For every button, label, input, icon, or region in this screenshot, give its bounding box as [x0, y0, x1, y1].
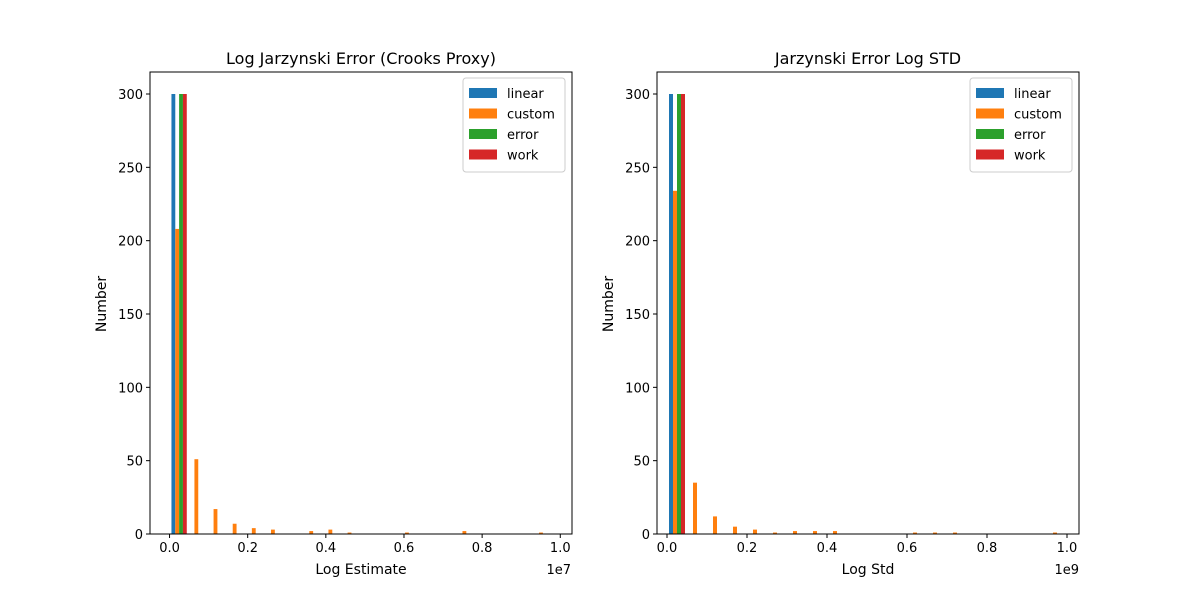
x-tick-label: 0.0: [657, 541, 678, 556]
legend-swatch-custom: [469, 108, 497, 119]
x-tick-label: 0.2: [737, 541, 758, 556]
x-tick-label: 0.8: [977, 541, 998, 556]
legend-label-linear: linear: [507, 87, 544, 102]
bar-custom: [405, 532, 409, 534]
y-tick-label: 50: [126, 455, 143, 470]
x-tick-label: 0.2: [237, 541, 258, 556]
bar-custom: [232, 523, 237, 534]
bar-custom: [194, 459, 199, 534]
bar-error: [179, 94, 183, 534]
plot-frame: [656, 71, 1080, 535]
x-tick-label: 0.6: [897, 541, 918, 556]
bar-custom: [673, 190, 677, 535]
x-tick-label: 1.0: [1057, 541, 1078, 556]
bar-custom: [462, 531, 467, 534]
bar-linear: [171, 94, 176, 534]
legend-swatch-linear: [469, 88, 497, 98]
legend-label-custom: custom: [1014, 108, 1062, 123]
y-tick-label: 300: [625, 88, 650, 103]
y-tick-label: 50: [633, 455, 650, 470]
legend: linear custom error work: [969, 77, 1073, 173]
bar-custom: [753, 529, 757, 534]
bar-custom: [773, 532, 777, 534]
bar-custom: [309, 531, 314, 534]
legend-box: [462, 77, 566, 173]
legend-label-work: work: [507, 149, 539, 164]
y-tick-label: 100: [625, 381, 650, 396]
x-tick-label: 0.4: [817, 541, 838, 556]
legend-label-linear: linear: [1014, 87, 1051, 102]
bar-work: [182, 94, 187, 534]
bar-custom: [539, 532, 543, 534]
y-tick-label: 300: [118, 88, 143, 103]
bar-custom: [813, 531, 817, 534]
legend-label-error: error: [1014, 128, 1046, 143]
bar-work: [681, 94, 685, 534]
bar-custom: [693, 482, 697, 534]
bar-custom: [913, 532, 917, 534]
x-tick-label: 0.0: [159, 541, 180, 556]
legend-label-error: error: [507, 128, 539, 143]
bar-custom: [328, 529, 333, 534]
y-axis-label: Number: [94, 276, 110, 332]
histogram-bars: [171, 94, 543, 534]
x-tick-label: 0.6: [394, 541, 415, 556]
x-tick-label: 0.4: [315, 541, 336, 556]
bar-custom: [271, 529, 275, 534]
bar-custom: [933, 532, 937, 534]
axis-ticks: 0.0 0.2 0.4 0.6 0.8 1.0 0 50 100 150 200 250 300: [625, 88, 1077, 556]
y-tick-label: 150: [118, 308, 143, 323]
legend-swatch-linear: [976, 88, 1004, 98]
y-tick-label: 150: [625, 308, 650, 323]
bar-linear: [669, 94, 673, 534]
chart-title: Log Jarzynski Error (Crooks Proxy): [226, 49, 496, 68]
bar-custom: [713, 516, 717, 534]
y-axis-label: Number: [601, 276, 617, 332]
bar-custom: [347, 532, 352, 534]
bar-custom: [251, 528, 256, 534]
legend-swatch-error: [976, 129, 1004, 139]
y-tick-label: 250: [118, 161, 143, 176]
legend-label-custom: custom: [507, 108, 555, 123]
y-tick-label: 100: [118, 381, 143, 396]
x-axis-multiplier: 1e9: [1054, 563, 1079, 578]
x-tick-label: 0.8: [472, 541, 493, 556]
histogram-bars: [669, 94, 1057, 535]
bar-custom: [793, 531, 797, 534]
x-tick-label: 1.0: [550, 541, 571, 556]
y-tick-label: 0: [135, 528, 143, 543]
bar-custom: [1053, 532, 1057, 534]
y-tick-label: 200: [118, 235, 143, 250]
plot-frame: [149, 71, 573, 535]
bar-error: [677, 94, 681, 534]
bar-custom: [953, 532, 957, 534]
legend-box: [969, 77, 1073, 173]
y-tick-label: 200: [625, 235, 650, 250]
bar-custom: [733, 526, 737, 534]
y-tick-label: 0: [642, 528, 650, 543]
chart-log-std: Jarzynski Error Log STD Log Std Number 1…: [601, 49, 1080, 578]
y-tick-label: 250: [625, 161, 650, 176]
x-axis-multiplier: 1e7: [546, 563, 571, 578]
bar-custom: [175, 228, 180, 534]
x-axis-label: Log Std: [842, 562, 895, 578]
legend-label-work: work: [1014, 149, 1046, 164]
axis-ticks: 0.0 0.2 0.4 0.6 0.8 1.0 0 50 100 150 200 250 300: [118, 88, 570, 556]
legend-swatch-error: [469, 129, 497, 139]
legend: linear custom error work: [462, 77, 566, 173]
chart-log-estimate: Log Jarzynski Error (Crooks Proxy) Log E…: [94, 49, 573, 578]
chart-title: Jarzynski Error Log STD: [774, 49, 961, 68]
bar-custom: [833, 531, 837, 534]
legend-swatch-custom: [976, 108, 1004, 119]
legend-swatch-work: [976, 149, 1004, 160]
bar-custom: [213, 509, 218, 534]
x-axis-label: Log Estimate: [315, 562, 406, 578]
legend-swatch-work: [469, 149, 497, 160]
